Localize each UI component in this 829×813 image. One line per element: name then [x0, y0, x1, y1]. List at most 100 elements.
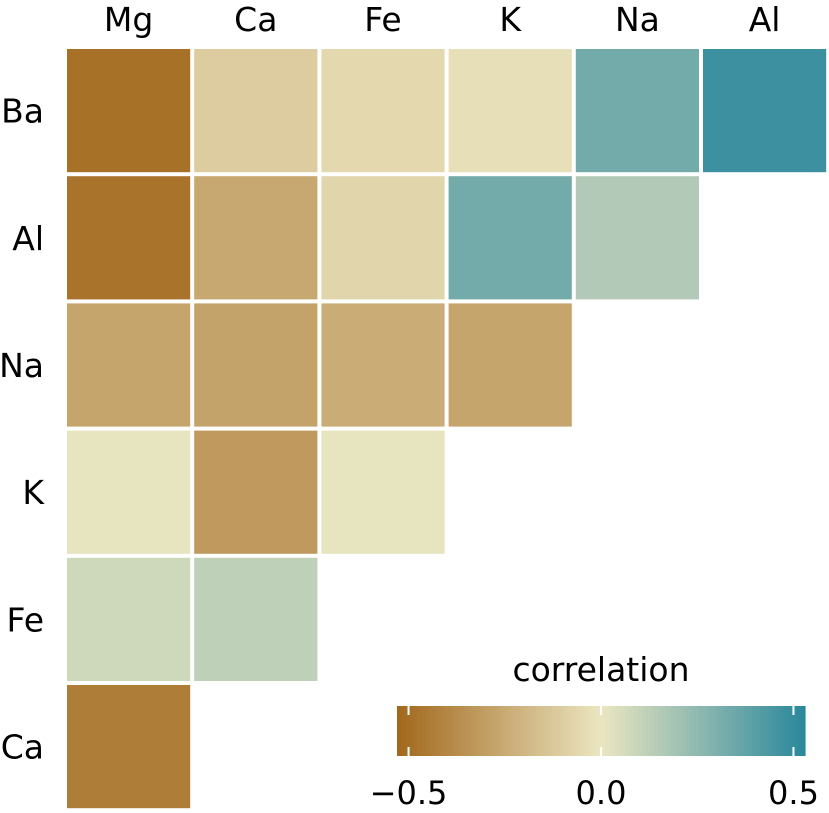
row-label-na: Na [0, 346, 44, 385]
legend-swatch [413, 706, 418, 756]
legend-swatch [764, 706, 769, 756]
legend-swatch [800, 706, 806, 756]
heatmap-cell-k-fe [321, 430, 445, 554]
legend-swatch [686, 706, 692, 756]
legend-swatch [576, 706, 582, 756]
column-label-na: Na [615, 0, 660, 39]
legend-swatch [727, 706, 733, 756]
legend-swatch [503, 706, 508, 756]
heatmap-cell-ba-mg [67, 49, 191, 173]
legend-swatch [788, 706, 794, 756]
legend-swatch [523, 706, 529, 756]
heatmap-cell-al-fe [321, 176, 445, 300]
legend-swatch [499, 706, 504, 756]
legend-swatch [649, 706, 655, 756]
column-label-fe: Fe [364, 0, 401, 39]
legend-swatch [478, 706, 484, 756]
legend-swatch [645, 706, 651, 756]
legend-swatch [560, 706, 565, 756]
legend-swatch [507, 706, 512, 756]
legend-swatch [641, 706, 647, 756]
legend-swatch [596, 706, 602, 756]
heatmap-cell-na-k [448, 303, 572, 427]
legend-swatch [621, 706, 627, 756]
legend-swatch [405, 706, 410, 756]
legend-swatch [682, 706, 688, 756]
legend-swatch [437, 706, 443, 756]
legend-swatch [747, 706, 753, 756]
legend-swatch [670, 706, 676, 756]
legend-swatch [547, 706, 553, 756]
legend-swatch [494, 706, 500, 756]
row-label-fe: Fe [7, 600, 44, 639]
legend-swatch [474, 706, 480, 756]
legend-swatch [609, 706, 614, 756]
column-label-mg: Mg [104, 0, 153, 39]
legend-swatch [731, 706, 737, 756]
legend-swatch [666, 706, 671, 756]
heatmap-cell-k-mg [67, 430, 191, 554]
legend-swatch [519, 706, 525, 756]
legend-swatch [637, 706, 643, 756]
column-label-ca: Ca [234, 0, 277, 39]
legend-swatch [592, 706, 598, 756]
legend-swatch [784, 706, 790, 756]
legend-swatch [568, 706, 574, 756]
legend-swatch [535, 706, 541, 756]
legend-swatch [694, 706, 700, 756]
legend-swatch [629, 706, 635, 756]
legend-swatch [715, 706, 720, 756]
legend-colorbar [397, 706, 806, 756]
legend-swatch [429, 706, 435, 756]
heatmap-cell-ba-k [448, 49, 572, 173]
legend-swatch [539, 706, 545, 756]
column-label-al: Al [749, 0, 781, 39]
legend-swatch [613, 706, 618, 756]
legend-swatch [707, 706, 712, 756]
legend-swatch [564, 706, 569, 756]
legend-swatch [780, 706, 786, 756]
legend-swatch [711, 706, 716, 756]
legend-swatch [792, 706, 798, 756]
row-label-k: K [22, 473, 45, 512]
legend-ticks: −0.5 0.0 0.5 [370, 706, 819, 812]
legend-swatch [470, 706, 476, 756]
row-label-al: Al [12, 219, 44, 258]
legend-swatch [515, 706, 520, 756]
legend-swatch [584, 706, 590, 756]
legend-swatch [580, 706, 586, 756]
legend-swatch [760, 706, 765, 756]
heatmap-cell-al-na [575, 176, 699, 300]
legend-swatch [751, 706, 757, 756]
legend-swatch [739, 706, 745, 756]
legend-swatch [511, 706, 516, 756]
legend-swatch [531, 706, 537, 756]
legend-swatch [588, 706, 594, 756]
heatmap-cells [67, 49, 827, 809]
legend-swatch [796, 706, 802, 756]
heatmap-cell-ba-fe [321, 49, 445, 173]
row-label-ca: Ca [1, 728, 44, 767]
legend-swatch [552, 706, 557, 756]
legend-title: correlation [512, 650, 689, 689]
heatmap-cell-fe-mg [67, 557, 191, 681]
legend-swatch [421, 706, 427, 756]
heatmap-cell-ba-na [575, 49, 699, 173]
legend-swatch [703, 706, 708, 756]
heatmap-cell-al-ca [194, 176, 318, 300]
legend-swatch [690, 706, 696, 756]
legend-tick-label: 0.5 [768, 774, 819, 812]
legend-swatch [654, 706, 659, 756]
legend-swatch [490, 706, 496, 756]
legend-swatch [633, 706, 639, 756]
legend-swatch [425, 706, 431, 756]
legend-swatch [674, 706, 680, 756]
row-label-ba: Ba [1, 92, 44, 131]
heatmap-cell-ca-mg [67, 685, 191, 809]
legend-swatch [572, 706, 578, 756]
column-label-k: K [499, 0, 522, 39]
row-labels: Ba Al Na K Fe Ca [0, 92, 45, 767]
legend-swatch [756, 706, 761, 756]
heatmap-cell-k-ca [194, 430, 318, 554]
